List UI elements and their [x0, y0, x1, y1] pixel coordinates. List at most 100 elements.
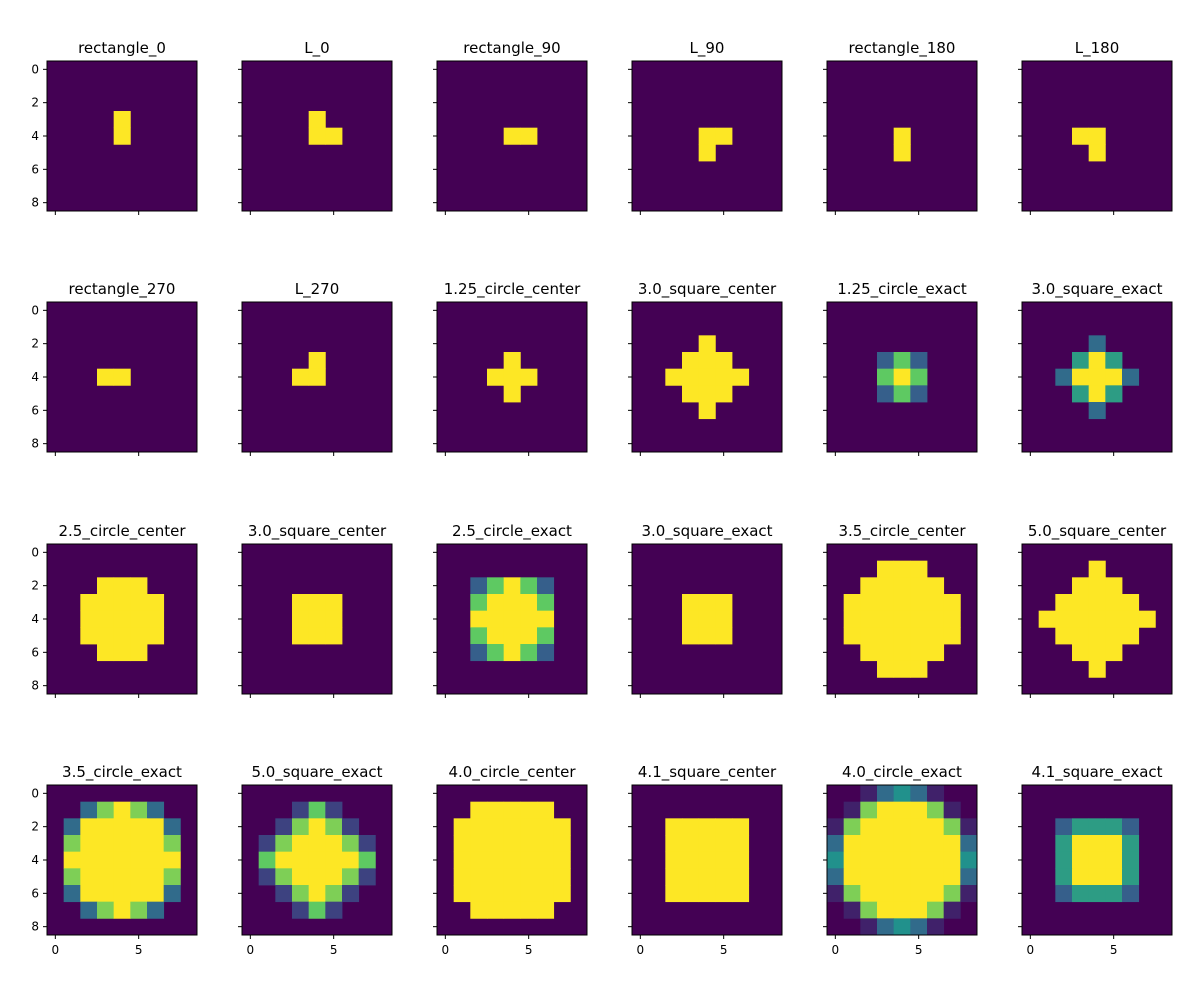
heatmap-cell: [715, 885, 733, 903]
heatmap-cell: [843, 835, 861, 853]
heatmap-cell: [910, 801, 928, 819]
heatmap-panel: L_270: [238, 280, 393, 456]
heatmap-cell: [960, 835, 978, 853]
heatmap-panel: 4.1_square_center 0 5: [628, 763, 783, 957]
heatmap-cell: [910, 644, 928, 662]
heatmap-cell: [80, 818, 98, 836]
heatmap-cell: [827, 868, 845, 886]
heatmap-cell: [893, 835, 911, 853]
heatmap-cell: [1072, 644, 1090, 662]
heatmap-cell: [520, 127, 538, 145]
heatmap-cell: [877, 851, 895, 869]
heatmap-cell: [503, 835, 521, 853]
heatmap-cell: [860, 785, 878, 803]
heatmap-cell: [1088, 644, 1106, 662]
heatmap-cell: [308, 901, 326, 919]
y-tick-label: 6: [31, 645, 39, 659]
heatmap-cell: [860, 901, 878, 919]
heatmap-cell: [113, 851, 131, 869]
heatmap-cell: [843, 885, 861, 903]
heatmap-cell: [553, 868, 571, 886]
heatmap-cell: [503, 385, 521, 403]
x-tick-label: 0: [52, 943, 60, 957]
heatmap-cell: [308, 627, 326, 645]
x-tick-label: 5: [330, 943, 338, 957]
heatmap-cell: [1088, 818, 1106, 836]
heatmap-cell: [503, 818, 521, 836]
heatmap-cell: [698, 627, 716, 645]
heatmap-cell: [877, 352, 895, 370]
panel-title: 4.1_square_center: [638, 763, 777, 782]
heatmap-cell: [520, 851, 538, 869]
heatmap-cell: [860, 594, 878, 612]
heatmap-panel: rectangle_180: [823, 39, 978, 215]
heatmap-cell: [80, 610, 98, 628]
heatmap-cell: [732, 851, 750, 869]
heatmap-cell: [325, 851, 343, 869]
y-tick-label: 8: [31, 920, 39, 934]
heatmap-cell: [97, 610, 115, 628]
heatmap-cell: [1088, 835, 1106, 853]
heatmap-cell: [927, 901, 945, 919]
heatmap-cell: [843, 868, 861, 886]
panel-title: 2.5_circle_center: [58, 522, 186, 541]
heatmap-cell: [1122, 368, 1140, 386]
heatmap-cell: [1088, 594, 1106, 612]
heatmap-cell: [520, 801, 538, 819]
heatmap-cell: [1105, 352, 1123, 370]
heatmap-cell: [292, 368, 310, 386]
heatmap-panel: L_90: [628, 39, 783, 215]
heatmap-cell: [682, 818, 700, 836]
heatmap-cell: [503, 594, 521, 612]
heatmap-cell: [470, 594, 488, 612]
heatmap-cell: [63, 835, 81, 853]
heatmap-cell: [503, 801, 521, 819]
panel-title: 3.0_square_exact: [1031, 280, 1162, 299]
heatmap-cell: [1055, 818, 1073, 836]
heatmap-cell: [537, 901, 555, 919]
heatmap-cell: [308, 368, 326, 386]
heatmap-cell: [520, 901, 538, 919]
heatmap-cell: [63, 868, 81, 886]
heatmap-cell: [470, 610, 488, 628]
heatmap-cell: [163, 851, 181, 869]
heatmap-cell: [147, 885, 165, 903]
heatmap-cell: [682, 851, 700, 869]
heatmap-cell: [470, 801, 488, 819]
heatmap-cell: [503, 868, 521, 886]
heatmap-cell: [80, 627, 98, 645]
heatmap-cell: [860, 644, 878, 662]
heatmap-cell: [97, 594, 115, 612]
heatmap-cell: [682, 835, 700, 853]
heatmap-cell: [943, 610, 961, 628]
heatmap-cell: [698, 885, 716, 903]
heatmap-cell: [1072, 885, 1090, 903]
heatmap-cell: [1122, 818, 1140, 836]
heatmap-cell: [147, 851, 165, 869]
heatmap-cell: [910, 868, 928, 886]
heatmap-cell: [520, 644, 538, 662]
heatmap-cell: [893, 885, 911, 903]
heatmap-cell: [130, 818, 148, 836]
panel-title: L_180: [1075, 39, 1120, 58]
y-tick-label: 2: [31, 337, 39, 351]
heatmap-cell: [910, 627, 928, 645]
heatmap-cell: [258, 835, 276, 853]
y-tick-label: 4: [31, 612, 39, 626]
heatmap-cell: [97, 835, 115, 853]
heatmap-cell: [1088, 368, 1106, 386]
heatmap-cell: [877, 818, 895, 836]
heatmap-cell: [63, 851, 81, 869]
y-tick-label: 6: [31, 403, 39, 417]
heatmap-cell: [893, 577, 911, 595]
heatmap-cell: [292, 801, 310, 819]
heatmap-cell: [503, 610, 521, 628]
heatmap-cell: [113, 127, 131, 145]
heatmap-cell: [843, 610, 861, 628]
heatmap-cell: [487, 627, 505, 645]
heatmap-cell: [470, 818, 488, 836]
y-tick-label: 0: [31, 786, 39, 800]
x-tick-label: 5: [525, 943, 533, 957]
heatmap-cell: [877, 868, 895, 886]
